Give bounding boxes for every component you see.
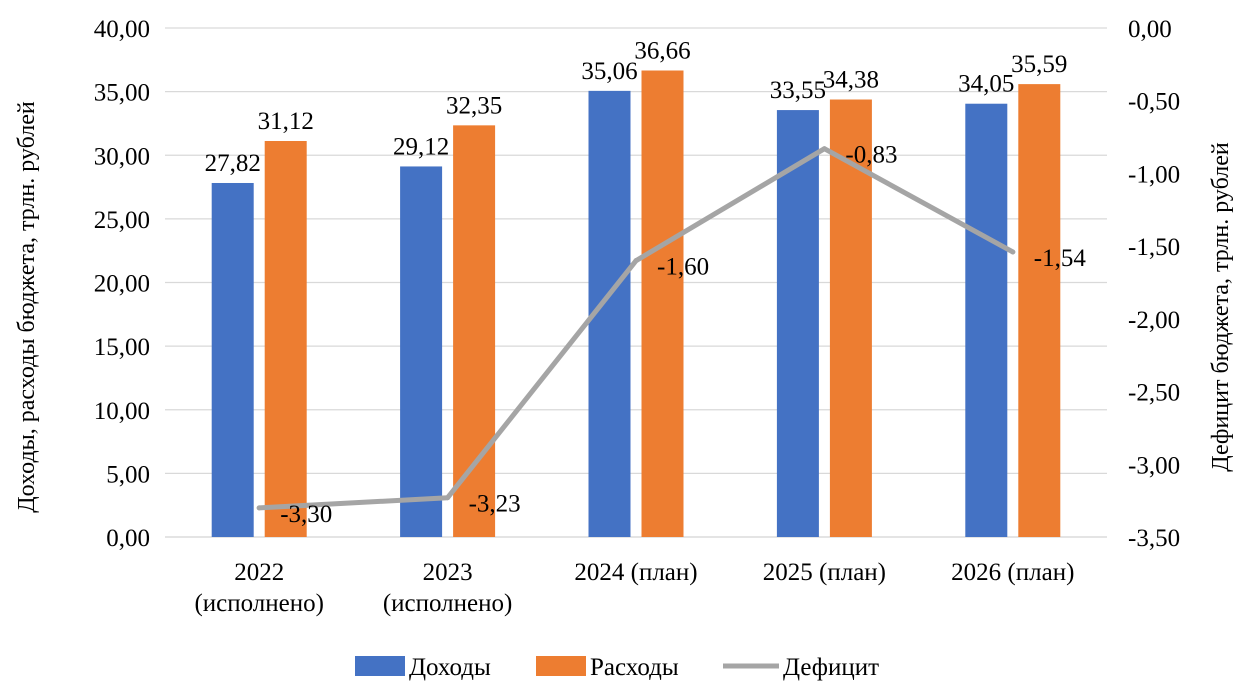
legend: Доходы Расходы Дефицит [355, 654, 879, 681]
bar-доходы [400, 166, 443, 537]
data-label-расходы: 36,66 [634, 38, 690, 65]
y-left-tick-label: 25,00 [94, 207, 150, 234]
y-left-tick-label: 10,00 [94, 398, 150, 425]
y-axis-right-title: Дефицит бюджета, трлн. рублей [1208, 142, 1234, 472]
x-category-label: (исполнено) [383, 590, 513, 617]
data-label-deficit: -3,23 [469, 491, 521, 518]
deficit-point [1010, 249, 1016, 255]
y-right-tick-label: 0,00 [1128, 16, 1172, 43]
x-category-label: (исполнено) [194, 590, 324, 617]
y-left-tick-label: 35,00 [94, 80, 150, 107]
bar-расходы [641, 70, 684, 538]
deficit-line-group [256, 146, 1016, 511]
category-labels-group: 2022 (исполнено) 2023 (исполнено) 2024 (план… [194, 559, 1074, 617]
y-right-tick-label: -1,50 [1128, 234, 1180, 261]
gridlines [165, 27, 1107, 538]
deficit-line [256, 146, 1016, 511]
data-label-доходы: 33,55 [770, 77, 826, 104]
deficit-point [445, 495, 451, 501]
y-axis-left-title: Доходы, расходы бюджета, трлн. рублей [14, 101, 40, 513]
y-right-tick-label: -3,50 [1128, 525, 1180, 552]
x-category-label: 2023 [423, 559, 473, 586]
data-label-deficit: -1,60 [657, 254, 709, 281]
data-label-доходы: 29,12 [393, 133, 449, 160]
x-category-label: 2022 [234, 559, 284, 586]
data-label-доходы: 35,06 [581, 58, 637, 85]
data-label-deficit: -1,54 [1034, 245, 1087, 272]
bar-расходы [453, 125, 496, 537]
deficit-point [256, 505, 262, 511]
bar-доходы [965, 103, 1008, 538]
y-left-tick-label: 15,00 [94, 334, 150, 361]
bar-расходы [264, 140, 307, 538]
bars-group [211, 70, 1061, 538]
deficit-point [633, 258, 639, 264]
bar-доходы [211, 182, 254, 538]
x-category-label: 2025 (план) [763, 559, 886, 586]
x-category-label: 2024 (план) [574, 559, 697, 586]
legend-label-расходы: Расходы [590, 654, 679, 681]
legend-swatch-расходы [536, 656, 586, 676]
data-label-deficit: -0,83 [845, 142, 897, 169]
data-label-расходы: 34,38 [823, 67, 879, 94]
deficit-point [821, 146, 827, 152]
y-right-tick-label: -2,50 [1128, 380, 1180, 407]
bar-доходы [776, 110, 819, 538]
y-right-tick-label: -1,00 [1128, 161, 1180, 188]
y-left-tick-label: 40,00 [94, 16, 150, 43]
data-label-расходы: 35,59 [1011, 51, 1067, 78]
bar-расходы [1018, 84, 1061, 537]
x-category-label: 2026 (план) [951, 559, 1074, 586]
data-labels-group: 27,82 29,12 35,06 33,55 34,05 31,12 32,35 36,66… [205, 38, 1087, 528]
data-label-deficit: -3,30 [280, 501, 332, 528]
y-right-tick-label: -3,00 [1128, 452, 1180, 479]
data-label-доходы: 27,82 [205, 150, 261, 177]
legend-swatch-доходы [355, 656, 405, 676]
y-left-tick-label: 30,00 [94, 143, 150, 170]
legend-label-доходы: Доходы [409, 654, 491, 681]
y-right-tick-label: -0,50 [1128, 89, 1180, 116]
y-right-tick-label: -2,00 [1128, 307, 1180, 334]
data-label-расходы: 32,35 [446, 92, 502, 119]
data-label-доходы: 34,05 [958, 71, 1014, 98]
ticks-group: 0,00 5,00 10,00 15,00 20,00 25,00 30,00 35,00 40… [94, 16, 1180, 552]
y-left-tick-label: 0,00 [106, 525, 150, 552]
legend-label-дефицит: Дефицит [783, 654, 879, 681]
y-left-tick-label: 20,00 [94, 271, 150, 298]
y-left-tick-label: 5,00 [106, 461, 150, 488]
data-label-расходы: 31,12 [258, 108, 314, 135]
